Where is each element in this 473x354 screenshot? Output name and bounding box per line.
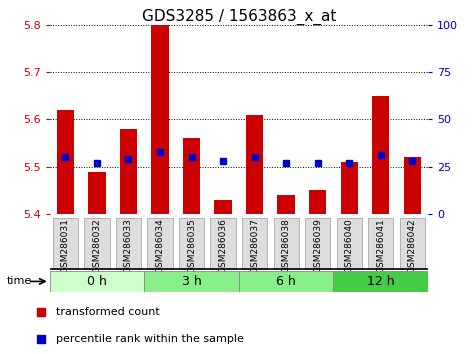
FancyBboxPatch shape <box>333 271 428 292</box>
Bar <box>57 110 74 214</box>
FancyBboxPatch shape <box>273 218 299 269</box>
Bar <box>309 190 326 214</box>
FancyBboxPatch shape <box>144 271 239 292</box>
Text: GSM286034: GSM286034 <box>156 218 165 273</box>
Text: time: time <box>7 276 32 286</box>
Bar <box>278 195 295 214</box>
FancyBboxPatch shape <box>84 218 110 269</box>
Text: GSM286038: GSM286038 <box>281 218 291 273</box>
Text: GSM286037: GSM286037 <box>250 218 259 273</box>
FancyBboxPatch shape <box>242 218 267 269</box>
FancyBboxPatch shape <box>239 271 333 292</box>
Bar <box>183 138 200 214</box>
FancyBboxPatch shape <box>337 218 362 269</box>
FancyBboxPatch shape <box>305 218 330 269</box>
FancyBboxPatch shape <box>368 218 394 269</box>
Text: transformed count: transformed count <box>56 307 159 317</box>
Text: percentile rank within the sample: percentile rank within the sample <box>56 334 244 344</box>
Text: GSM286031: GSM286031 <box>61 218 70 273</box>
Text: GSM286040: GSM286040 <box>345 218 354 273</box>
Bar <box>246 115 263 214</box>
Text: 6 h: 6 h <box>276 275 296 288</box>
Text: 3 h: 3 h <box>182 275 201 288</box>
Text: GSM286035: GSM286035 <box>187 218 196 273</box>
Title: GDS3285 / 1563863_x_at: GDS3285 / 1563863_x_at <box>142 8 336 25</box>
FancyBboxPatch shape <box>116 218 141 269</box>
Bar <box>120 129 137 214</box>
FancyBboxPatch shape <box>53 218 78 269</box>
Text: GSM286036: GSM286036 <box>219 218 228 273</box>
Text: GSM286042: GSM286042 <box>408 218 417 273</box>
Text: 12 h: 12 h <box>367 275 394 288</box>
Bar <box>372 96 389 214</box>
FancyBboxPatch shape <box>148 218 173 269</box>
FancyBboxPatch shape <box>210 218 236 269</box>
FancyBboxPatch shape <box>179 218 204 269</box>
FancyBboxPatch shape <box>50 271 144 292</box>
FancyBboxPatch shape <box>400 218 425 269</box>
Text: GSM286032: GSM286032 <box>92 218 102 273</box>
Bar <box>341 162 358 214</box>
Bar <box>151 25 169 214</box>
Text: GSM286041: GSM286041 <box>376 218 385 273</box>
Bar <box>403 158 421 214</box>
Bar <box>88 172 105 214</box>
Bar <box>214 200 232 214</box>
Text: 0 h: 0 h <box>87 275 107 288</box>
Text: GSM286033: GSM286033 <box>124 218 133 273</box>
Text: GSM286039: GSM286039 <box>313 218 322 273</box>
